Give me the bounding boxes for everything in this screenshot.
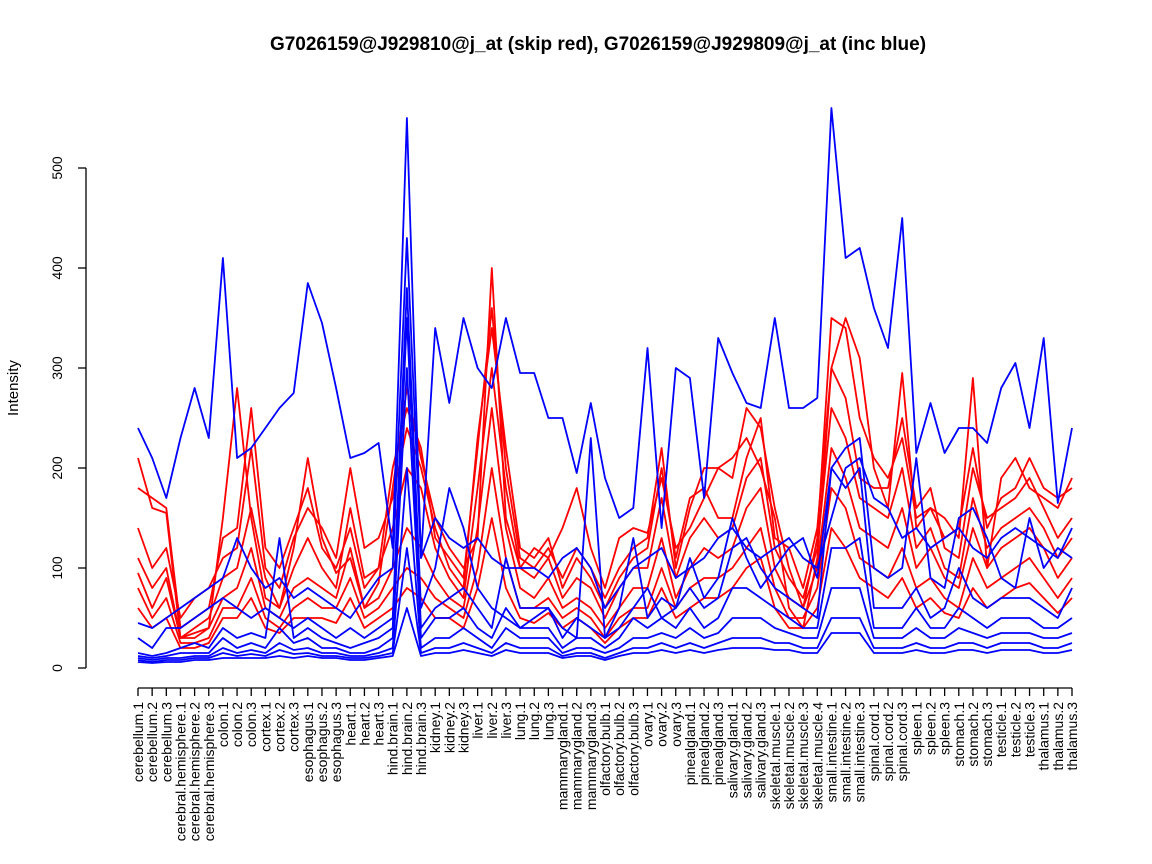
x-tick-label: mammarygland.2 [569,702,585,810]
y-tick-label: 400 [49,256,65,280]
x-tick-label: cortex.2 [272,702,288,752]
x-tick-label: pinealgland.1 [682,702,698,786]
x-tick-label: spinal.cord.3 [894,702,910,782]
y-tick-label: 200 [49,456,65,480]
x-tick-label: stomach.1 [951,702,967,767]
x-tick-label: olfactory.bulb.3 [625,702,641,796]
y-axis: 0 100 200 300 400 500 [49,156,87,672]
x-tick-label: skeletal.muscle.3 [795,702,811,810]
x-tick-label: ovary.2 [654,702,670,747]
x-tick-label: pinealgland.2 [696,702,712,786]
x-tick-label: colon.3 [243,702,259,747]
x-tick-label: skeletal.muscle.2 [781,702,797,810]
x-tick-label: liver.1 [470,702,486,739]
x-tick-label: spleen.1 [908,702,924,755]
series-line-inc-3 [137,287,1073,649]
x-tick-label: mammarygland.1 [555,702,571,810]
series-line-skip-2 [137,307,1073,629]
x-tick-label: liver.3 [498,702,514,739]
series-line-skip-3 [137,327,1073,619]
x-tick-label: olfactory.bulb.2 [611,702,627,796]
series-line-skip-4 [137,367,1073,639]
series-line-inc-4 [137,317,1073,657]
series-line-inc-2 [137,237,1073,629]
x-tick-label: testicle.2 [1007,702,1023,757]
series-line-inc-7 [137,547,1073,663]
x-tick-label: skeletal.muscle.4 [809,702,825,810]
x-tick-label: esophagus.1 [300,702,316,782]
x-tick-label: spinal.cord.2 [880,702,896,782]
x-tick-label: cerebellum.1 [130,702,146,782]
x-tick-label: lung.2 [526,702,542,740]
x-tick-label: salivary.gland.3 [753,702,769,798]
x-tick-label: spleen.2 [922,702,938,755]
x-tick-label: skeletal.muscle.1 [767,702,783,810]
series-group [137,107,1073,664]
x-tick-label: hind.brain.2 [399,702,415,775]
x-tick-label: stomach.2 [965,702,981,767]
x-tick-label: kidney.1 [427,702,443,753]
x-tick-label: spleen.3 [937,702,953,755]
x-tick-label: thalamus.1 [1036,702,1052,771]
x-tick-label: stomach.3 [979,702,995,767]
x-tick-label: colon.1 [215,702,231,747]
x-tick-label: cerebellum.3 [158,702,174,782]
x-tick-label: cortex.3 [286,702,302,752]
x-tick-label: mammarygland.3 [583,702,599,810]
x-tick-label: cerebral.hemisphere.3 [201,702,217,842]
y-tick-label: 0 [49,664,65,672]
y-tick-label: 500 [49,156,65,180]
y-axis-label: Intensity [5,360,22,416]
x-tick-label: pinealgland.3 [710,702,726,786]
x-tick-label: ovary.3 [668,702,684,747]
x-tick-label: cerebral.hemisphere.1 [172,702,188,842]
x-tick-label: kidney.2 [441,702,457,753]
y-tick-label: 300 [49,356,65,380]
series-line-skip-1 [137,267,1073,639]
x-tick-label: salivary.gland.2 [739,702,755,798]
x-tick-label: salivary.gland.1 [724,702,740,798]
x-tick-label: kidney.3 [455,702,471,753]
x-tick-label: heart.3 [371,702,387,746]
x-tick-label: small.intestine.1 [823,702,839,803]
chart-title: G7026159@J929810@j_at (skip red), G70261… [270,34,926,55]
series-line-inc-8 [137,607,1073,664]
x-tick-label: lung.3 [540,702,556,740]
x-tick-label: olfactory.bulb.1 [597,702,613,796]
x-tick-label: thalamus.2 [1050,702,1066,771]
x-tick-label: lung.1 [512,702,528,740]
x-tick-label: heart.1 [342,702,358,746]
x-tick-label: thalamus.3 [1064,702,1080,771]
x-tick-label: small.intestine.2 [838,702,854,803]
x-tick-label: cortex.1 [257,702,273,752]
series-line-inc-1 [137,107,1073,559]
x-tick-label: esophagus.3 [328,702,344,782]
x-tick-label: colon.2 [229,702,245,747]
x-tick-label: spinal.cord.1 [866,702,882,782]
x-tick-label: heart.2 [356,702,372,746]
x-tick-label: cerebellum.2 [144,702,160,782]
x-tick-label: cerebral.hemisphere.2 [187,702,203,842]
series-line-inc-6 [137,467,1073,661]
series-line-inc-5 [137,367,1073,659]
x-tick-label: ovary.1 [639,702,655,747]
x-tick-label: esophagus.2 [314,702,330,782]
x-axis: cerebellum.1cerebellum.2cerebellum.3cere… [130,687,1080,842]
y-tick-label: 100 [49,556,65,580]
x-tick-label: hind.brain.1 [385,702,401,775]
x-tick-label: small.intestine.3 [852,702,868,803]
x-tick-label: testicle.1 [993,702,1009,757]
x-tick-label: hind.brain.3 [413,702,429,775]
x-tick-label: liver.2 [484,702,500,739]
x-tick-label: testicle.3 [1022,702,1038,757]
